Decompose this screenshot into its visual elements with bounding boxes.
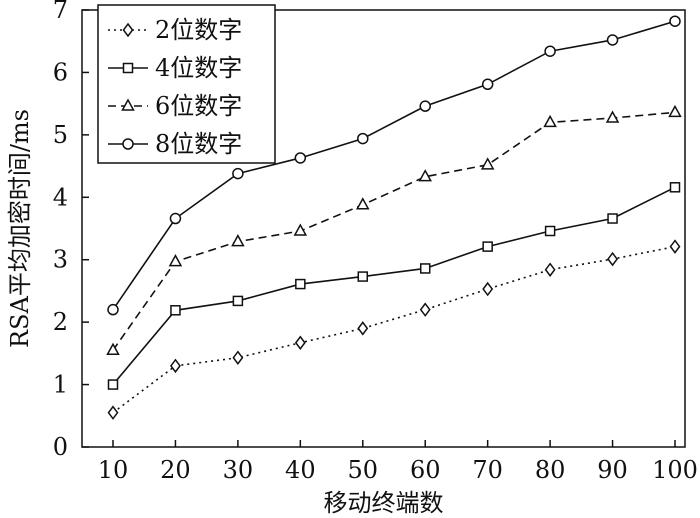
data-point-circle — [122, 138, 134, 150]
data-point-diamond — [419, 302, 431, 317]
x-tick-label: 40 — [285, 456, 316, 484]
y-tick-label: 2 — [53, 308, 68, 336]
series-3 — [106, 104, 682, 355]
series-1 — [107, 239, 681, 420]
data-point-square — [607, 213, 618, 224]
x-tick-label: 20 — [160, 456, 191, 484]
data-point-diamond — [294, 335, 306, 350]
data-point-diamond — [669, 239, 681, 254]
data-point-diamond — [357, 321, 369, 336]
x-tick-label: 50 — [348, 456, 379, 484]
data-point-diamond — [544, 262, 556, 277]
data-point-triangle — [106, 342, 120, 355]
data-point-circle — [669, 15, 681, 27]
x-tick-label: 90 — [597, 456, 628, 484]
data-point-square — [295, 278, 306, 290]
data-point-triangle — [543, 114, 557, 128]
series-2 — [107, 182, 681, 390]
series-4 — [107, 15, 681, 316]
data-point-triangle — [293, 223, 308, 236]
data-point-circle — [232, 167, 244, 180]
data-point-diamond — [607, 251, 618, 267]
data-point-diamond — [107, 405, 119, 420]
plot-frame — [81, 9, 686, 448]
data-point-triangle — [668, 104, 682, 118]
data-point-diamond — [232, 350, 244, 365]
legend: 2位数字 4位数字 6位数字 8位数字 — [97, 4, 276, 164]
data-point-circle — [544, 45, 556, 57]
data-point-square — [170, 305, 181, 316]
data-point-square — [544, 225, 556, 237]
data-point-triangle — [231, 234, 245, 247]
y-axis-label: RSA平均加密时间/ms — [6, 109, 34, 348]
series-line — [112, 111, 676, 351]
data-point-square — [107, 379, 119, 390]
y-tick-label: 3 — [53, 246, 68, 274]
series-layer — [106, 15, 682, 420]
data-point-circle — [419, 100, 431, 112]
data-point-circle — [481, 78, 494, 91]
y-tick-label: 1 — [53, 371, 68, 399]
y-tick-label: 4 — [53, 183, 68, 211]
legend-label: 2位数字 — [155, 16, 242, 44]
x-tick-label: 30 — [223, 456, 254, 484]
data-point-diamond — [482, 281, 494, 297]
x-tick-label: 60 — [410, 456, 441, 484]
data-point-square — [232, 295, 244, 307]
x-tick-label: 100 — [652, 456, 698, 484]
data-point-triangle — [605, 110, 620, 123]
data-point-triangle — [480, 157, 495, 170]
y-tick-label: 0 — [53, 433, 68, 461]
data-point-circle — [169, 212, 182, 225]
series-line — [112, 245, 676, 414]
series-line — [112, 20, 676, 311]
x-tick-label: 70 — [472, 456, 503, 484]
data-point-diamond — [122, 22, 134, 38]
legend-label: 8位数字 — [155, 130, 242, 158]
y-tick-label: 5 — [53, 121, 68, 149]
data-point-square — [419, 263, 431, 274]
y-tick-label: 7 — [53, 0, 68, 24]
legend-label: 4位数字 — [155, 54, 242, 82]
data-point-square — [357, 271, 369, 282]
data-point-circle — [606, 34, 619, 46]
data-point-circle — [357, 132, 369, 145]
data-point-diamond — [170, 358, 181, 374]
x-tick-label: 10 — [98, 456, 129, 484]
y-tick-label: 6 — [53, 58, 68, 86]
data-point-triangle — [356, 197, 370, 210]
data-point-square — [482, 241, 493, 252]
x-tick-label: 80 — [535, 456, 566, 484]
data-point-triangle — [121, 98, 135, 111]
data-point-triangle — [418, 169, 432, 182]
data-point-circle — [107, 303, 119, 316]
legend-label: 6位数字 — [155, 92, 242, 120]
data-point-square — [669, 182, 681, 193]
series-line — [112, 186, 676, 386]
data-point-circle — [294, 152, 307, 164]
data-point-triangle — [168, 254, 183, 267]
data-point-square — [122, 62, 134, 74]
axes: 0 1 2 3 4 5 6 7 10 20 30 40 50 60 70 80 90 100 — [53, 0, 698, 484]
x-axis-label: 移动终端数 — [324, 489, 444, 517]
